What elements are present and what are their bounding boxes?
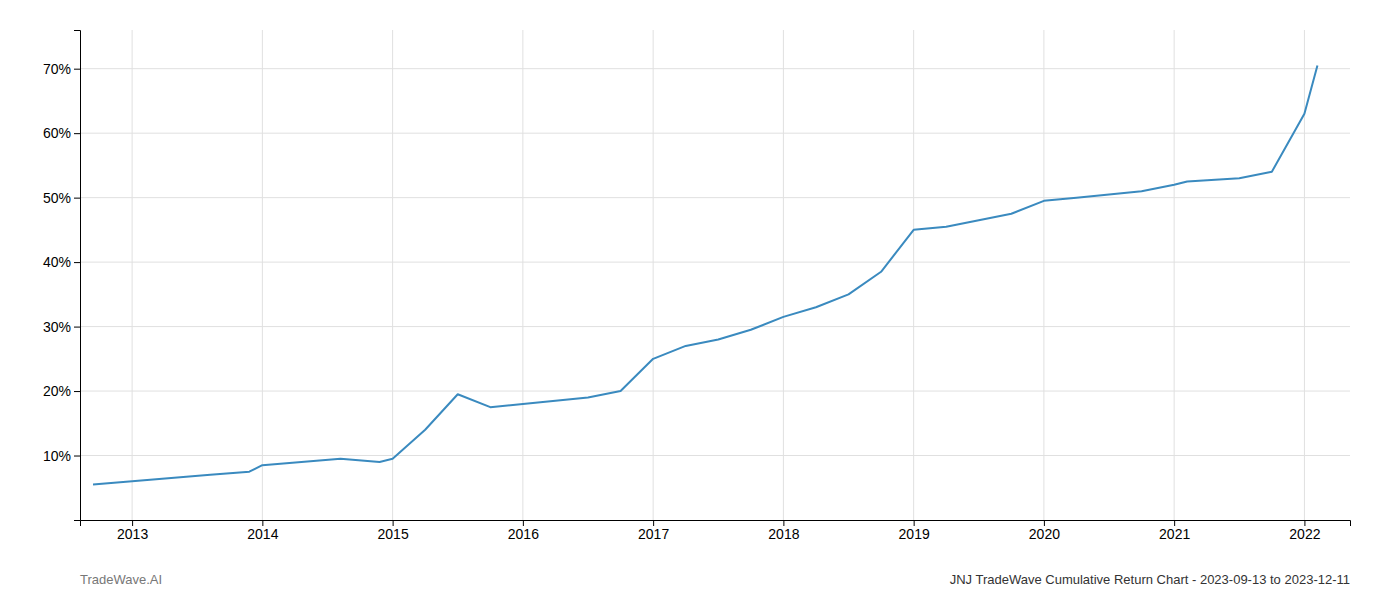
x-tick: 2015 [378, 520, 409, 542]
marks [93, 65, 1317, 484]
y-tick: 60% [43, 125, 80, 141]
plot: 2013 2014 2015 2016 2017 2018 2019 2020 2021 2022… [43, 30, 1351, 542]
y-tick-mark [74, 456, 80, 457]
x-tick-label: 2015 [378, 526, 409, 542]
y-tick: 50% [43, 190, 80, 206]
y-tick-mark [74, 391, 80, 392]
grid-line [80, 455, 1350, 456]
y-tick-mark [74, 133, 80, 134]
y-tick-label: 40% [43, 254, 71, 270]
grid-line [653, 30, 654, 520]
y-tick-label: 70% [43, 61, 71, 77]
x-tick-label: 2019 [899, 526, 930, 542]
x-tick: 2022 [1289, 520, 1320, 542]
grid-line [80, 133, 1350, 134]
y-tick: 40% [43, 254, 80, 270]
y-tick-label: 30% [43, 319, 71, 335]
y-tick: 30% [43, 319, 80, 335]
y-tick-mark [74, 327, 80, 328]
y-tick-label: 60% [43, 125, 71, 141]
x-tick: 2014 [247, 520, 278, 542]
y-tick-label: 10% [43, 448, 71, 464]
grid-line [522, 30, 523, 520]
y-tick: 20% [43, 383, 80, 399]
grid-line [1304, 30, 1305, 520]
y-tick: 70% [43, 61, 80, 77]
x-tick-label: 2018 [768, 526, 799, 542]
x-tick: 2020 [1029, 520, 1060, 542]
x-tick-label: 2021 [1159, 526, 1190, 542]
footer-text: JNJ TradeWave Cumulative Return Chart - … [950, 572, 1350, 587]
x-tick-label: 2022 [1289, 526, 1320, 542]
annotations: TradeWave.AI JNJ TradeWave Cumulative Ret… [80, 572, 1350, 587]
grid-line [80, 326, 1350, 327]
grid-line [783, 30, 784, 520]
x-tick: 2016 [508, 520, 539, 542]
x-tick-label: 2017 [638, 526, 669, 542]
x-tick-label: 2013 [117, 526, 148, 542]
y-tick-mark [74, 69, 80, 70]
grid-line [132, 30, 133, 520]
y-tick-label: 20% [43, 383, 71, 399]
y-axis-line [74, 31, 81, 521]
y-tick-label: 50% [43, 190, 71, 206]
x-tick-label: 2020 [1029, 526, 1060, 542]
x-tick: 2021 [1159, 520, 1190, 542]
x-tick: 2019 [899, 520, 930, 542]
grid [80, 30, 1350, 520]
grid-line [80, 391, 1350, 392]
y-tick-mark [74, 198, 80, 199]
footer-text: TradeWave.AI [80, 572, 162, 587]
x-tick: 2017 [638, 520, 669, 542]
grid-line [392, 30, 393, 520]
x-tick: 2013 [117, 520, 148, 542]
x-axis: 2013 2014 2015 2016 2017 2018 2019 2020 2021 2022 [81, 520, 1351, 542]
x-tick: 2018 [768, 520, 799, 542]
grid-line [262, 30, 263, 520]
x-tick-label: 2016 [508, 526, 539, 542]
grid-line [80, 197, 1350, 198]
grid-line [1174, 30, 1175, 520]
grid-line [913, 30, 914, 520]
y-tick: 10% [43, 448, 80, 464]
y-tick-mark [74, 262, 80, 263]
grid-line [80, 262, 1350, 263]
x-tick-label: 2014 [247, 526, 278, 542]
grid-line [1043, 30, 1044, 520]
grid-line [80, 68, 1350, 69]
line [93, 65, 1317, 484]
y-axis: 10% 20% 30% 40% 50% 60% 70% [43, 31, 81, 521]
chart: 2013 2014 2015 2016 2017 2018 2019 2020 2021 2022… [0, 0, 1400, 600]
